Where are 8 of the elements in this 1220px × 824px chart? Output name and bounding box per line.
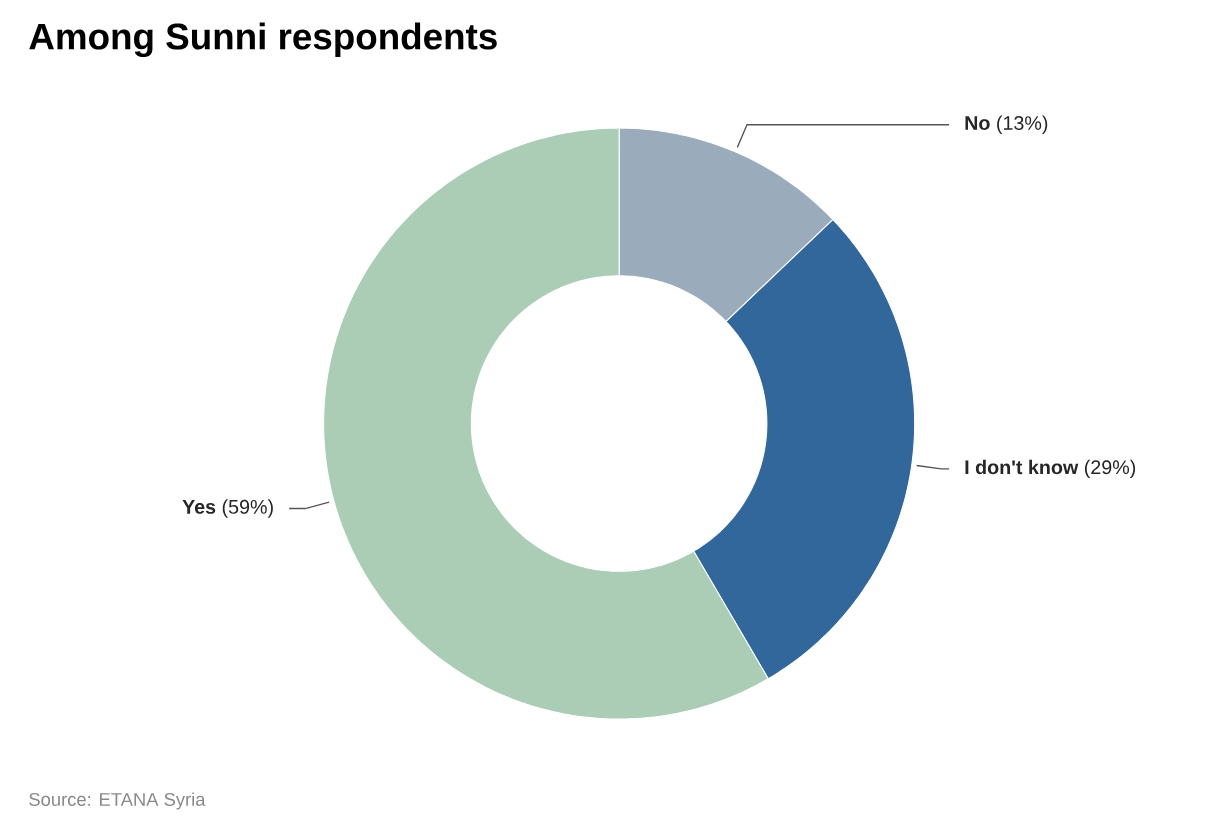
data-label: (29%) — [1084, 460, 1136, 479]
data-label: (59%) — [222, 499, 273, 518]
data-label: (13%) — [997, 115, 1048, 135]
slice-label: No — [965, 116, 990, 131]
slice-label: Yes — [182, 500, 216, 515]
slice-label: I don't know — [965, 460, 1079, 475]
chart-title: Among Sunni respondents — [29, 22, 497, 58]
source-note: Source: ETANA Syria — [29, 792, 206, 810]
